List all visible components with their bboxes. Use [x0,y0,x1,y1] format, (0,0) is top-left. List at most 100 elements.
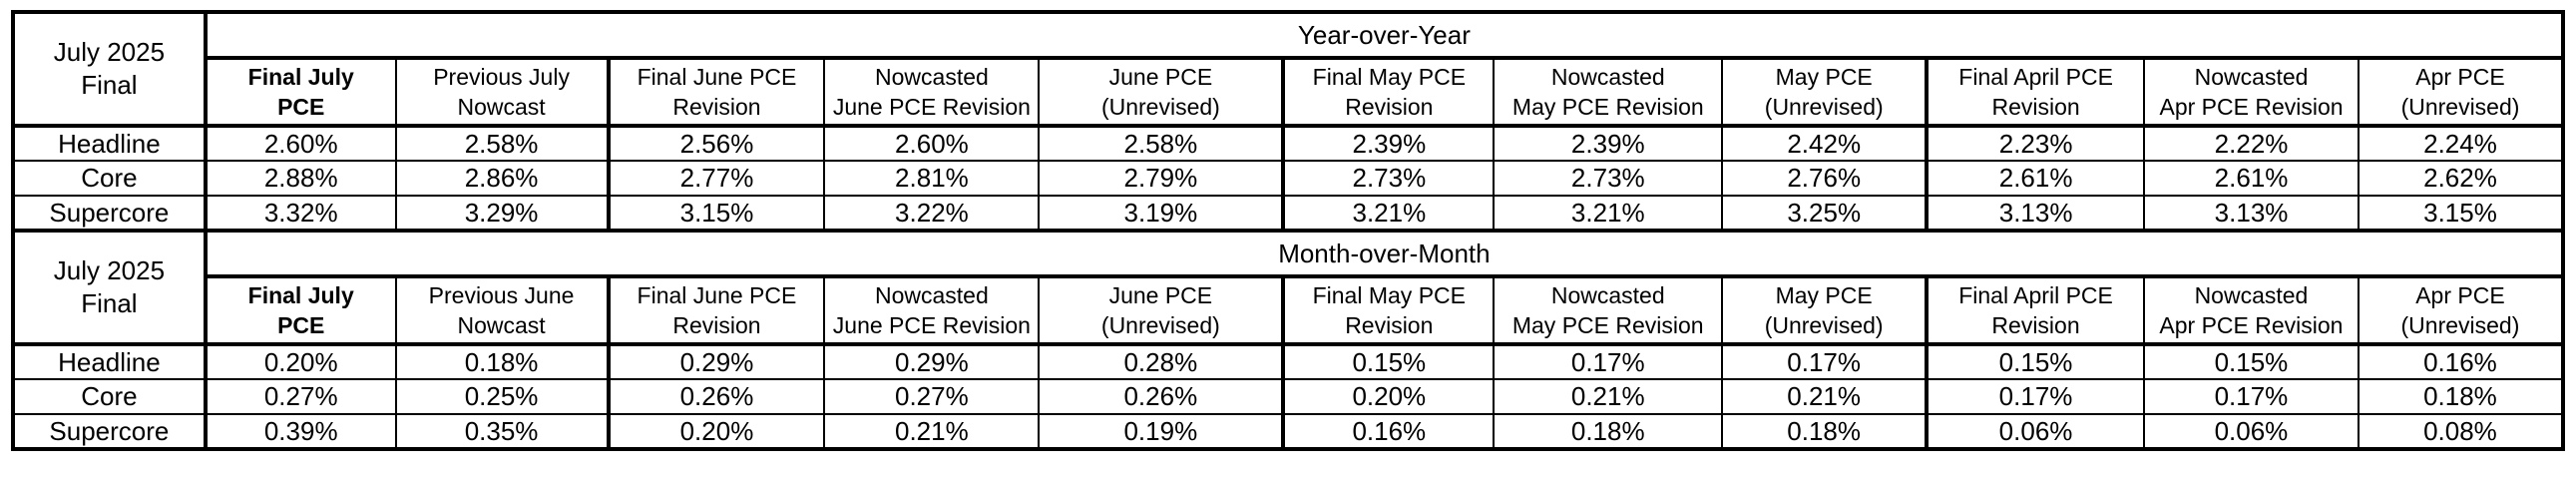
value-cell: 0.20% [1281,378,1496,415]
row-label: Supercore [12,413,208,450]
table-row: Headline 0.20% 0.18% 0.29% 0.29% 0.28% 0… [12,343,2565,380]
value-cell: 0.39% [203,413,397,450]
col-header: Apr PCE (Unrevised) [2358,56,2564,128]
value-cell: 2.88% [203,160,397,197]
value-cell: 3.15% [606,195,826,232]
value-cell: 3.15% [2358,195,2564,232]
value-cell: 0.16% [1281,413,1496,450]
value-cell: 0.06% [2143,413,2360,450]
col-header: Previous June Nowcast [394,274,610,346]
value-cell: 2.81% [823,160,1041,197]
value-cell: 0.26% [606,378,826,415]
value-cell: 0.18% [394,343,610,380]
value-cell: 0.35% [394,413,610,450]
col-header: Final April PCE Revision [1925,274,2145,346]
value-cell: 3.13% [2143,195,2360,232]
row-label: Supercore [12,195,208,232]
col-header: Final April PCE Revision [1925,56,2146,128]
value-cell: 0.21% [1493,378,1724,415]
value-cell: 3.25% [1721,195,1929,232]
value-cell: 2.60% [823,125,1041,162]
value-cell: 2.42% [1721,125,1929,162]
value-cell: 2.73% [1281,160,1496,197]
value-cell: 0.21% [823,413,1041,450]
col-header: Nowcasted June PCE Revision [823,56,1041,128]
value-cell: 3.21% [1493,195,1724,232]
value-cell: 2.76% [1721,160,1929,197]
value-cell: 2.61% [2143,160,2360,197]
corner-label: July 2025 Final [12,230,208,346]
value-cell: 0.20% [606,413,826,450]
value-cell: 2.61% [1925,160,2146,197]
col-header: Final May PCE Revision [1281,56,1496,128]
col-header: May PCE (Unrevised) [1721,56,1929,128]
value-cell: 0.15% [1281,343,1496,380]
value-cell: 0.25% [394,378,610,415]
value-cell: 0.17% [1925,378,2145,415]
col-header: Final June PCE Revision [606,56,826,128]
value-cell: 2.79% [1038,160,1285,197]
value-cell: 3.29% [394,195,610,232]
value-cell: 2.39% [1493,125,1724,162]
value-cell: 0.19% [1038,413,1285,450]
col-header: Previous July Nowcast [394,56,610,128]
row-label: Core [12,378,208,415]
col-header: June PCE (Unrevised) [1038,56,1285,128]
table-row: Headline 2.60% 2.58% 2.56% 2.60% 2.58% 2… [12,125,2564,162]
value-cell: 0.15% [2143,343,2360,380]
pce-revision-report: July 2025 Final Year-over-Year Final Jul… [11,10,2565,451]
value-cell: 0.27% [203,378,397,415]
value-cell: 2.60% [203,125,397,162]
col-header: Nowcasted Apr PCE Revision [2143,56,2360,128]
value-cell: 0.21% [1721,378,1929,415]
value-cell: 2.77% [606,160,826,197]
value-cell: 2.23% [1925,125,2146,162]
value-cell: 3.13% [1925,195,2146,232]
value-cell: 2.58% [1038,125,1285,162]
column-header-row: Final July PCE Previous June Nowcast Fin… [13,274,2565,346]
value-cell: 0.16% [2357,343,2565,380]
value-cell: 0.26% [1038,378,1285,415]
section-title: Month-over-Month [204,230,2565,278]
value-cell: 0.20% [203,343,397,380]
value-cell: 0.28% [1038,343,1285,380]
value-cell: 2.22% [2143,125,2360,162]
col-header: Final May PCE Revision [1281,274,1496,346]
value-cell: 2.24% [2358,125,2564,162]
year-over-year-table: July 2025 Final Year-over-Year Final Jul… [11,10,2565,233]
value-cell: 0.17% [1721,343,1929,380]
value-cell: 0.18% [1493,413,1724,450]
value-cell: 3.32% [203,195,397,232]
section-header-row: July 2025 Final Year-over-Year [12,11,2565,128]
col-header: Apr PCE (Unrevised) [2357,274,2565,346]
value-cell: 0.17% [2143,378,2360,415]
row-label: Headline [12,343,208,380]
table-row: Core 2.88% 2.86% 2.77% 2.81% 2.79% 2.73%… [12,160,2564,197]
col-header: Nowcasted June PCE Revision [823,274,1041,346]
col-header: June PCE (Unrevised) [1038,274,1285,346]
value-cell: 0.29% [823,343,1041,380]
value-cell: 2.73% [1493,160,1724,197]
row-label: Headline [12,125,208,162]
value-cell: 0.17% [1493,343,1724,380]
col-header: Final July PCE [203,56,397,128]
value-cell: 0.29% [606,343,826,380]
table-row: Core 0.27% 0.25% 0.26% 0.27% 0.26% 0.20%… [12,378,2565,415]
col-header: Nowcasted Apr PCE Revision [2143,274,2360,346]
table-row: Supercore 0.39% 0.35% 0.20% 0.21% 0.19% … [12,413,2565,450]
month-over-month-table: July 2025 Final Month-over-Month Final J… [11,229,2565,451]
value-cell: 0.27% [823,378,1041,415]
value-cell: 3.22% [823,195,1041,232]
value-cell: 3.21% [1281,195,1496,232]
row-label: Core [12,160,208,197]
value-cell: 0.06% [1925,413,2145,450]
col-header: Final June PCE Revision [606,274,826,346]
section-header-row: July 2025 Final Month-over-Month [12,230,2565,346]
value-cell: 2.56% [606,125,826,162]
value-cell: 3.19% [1038,195,1285,232]
value-cell: 2.62% [2358,160,2564,197]
col-header: May PCE (Unrevised) [1721,274,1929,346]
value-cell: 0.15% [1925,343,2145,380]
column-header-row: Final July PCE Previous July Nowcast Fin… [13,56,2564,128]
